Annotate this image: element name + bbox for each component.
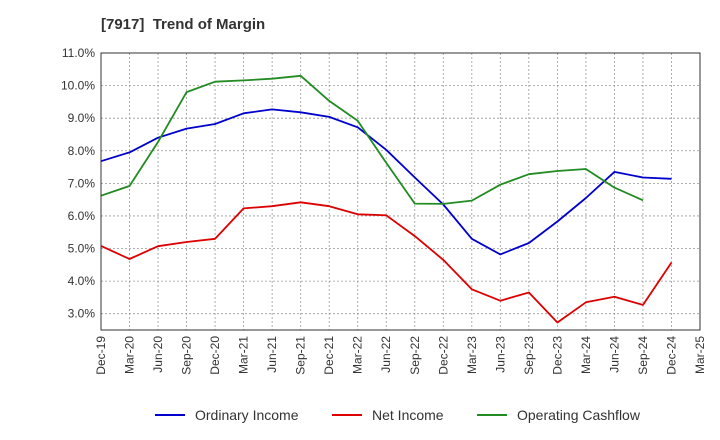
x-tick-label: Sep-21 [294, 336, 308, 375]
y-axis-tick-labels: 3.0% 4.0% 5.0% 6.0% 7.0% 8.0% 9.0% 10.0% 11.0% [61, 46, 95, 321]
y-tick-label: 10.0% [61, 79, 95, 93]
x-tick-label: Jun-21 [265, 336, 279, 373]
y-tick-label: 6.0% [68, 209, 96, 223]
plot-area-frame [100, 52, 701, 331]
series-line-operating-cashflow [100, 74, 644, 205]
y-tick-label: 5.0% [68, 242, 96, 256]
x-tick-label: Dec-23 [550, 336, 564, 375]
x-tick-label: Dec-21 [322, 336, 336, 375]
y-tick-label: 11.0% [62, 46, 95, 60]
x-tick-label: Mar-21 [237, 336, 251, 374]
grid-lines [100, 52, 701, 330]
x-tick-label: Dec-19 [94, 336, 108, 375]
x-tick-label: Jun-22 [379, 336, 393, 373]
y-tick-label: 3.0% [68, 307, 96, 321]
legend-label: Net Income [372, 407, 444, 423]
x-tick-label: Dec-24 [664, 336, 678, 375]
x-tick-label: Sep-20 [180, 336, 194, 375]
x-tick-label: Mar-24 [579, 336, 593, 374]
y-tick-label: 4.0% [68, 274, 96, 288]
x-tick-label: Jun-20 [151, 336, 165, 373]
y-tick-label: 8.0% [68, 144, 96, 158]
legend-label: Ordinary Income [195, 407, 299, 423]
chart-title: [7917] Trend of Margin [101, 16, 266, 33]
x-tick-label: Mar-23 [465, 336, 479, 374]
series-line-ordinary-income [100, 108, 672, 256]
y-tick-label: 7.0% [68, 176, 96, 190]
series-line-net-income [100, 201, 673, 324]
x-tick-label: Mar-25 [693, 336, 707, 374]
y-tick-label: 9.0% [68, 111, 96, 125]
x-tick-label: Jun-24 [607, 336, 621, 373]
x-tick-label: Dec-22 [436, 336, 450, 375]
x-tick-label: Mar-20 [123, 336, 137, 374]
x-tick-label: Jun-23 [493, 336, 507, 373]
legend: Ordinary Income Net Income Operating Cashf… [155, 407, 641, 423]
x-tick-label: Dec-20 [208, 336, 222, 375]
x-tick-label: Mar-22 [351, 336, 365, 374]
x-tick-label: Sep-23 [522, 336, 536, 375]
x-tick-label: Sep-24 [636, 336, 650, 375]
series-lines [100, 74, 673, 324]
legend-label: Operating Cashflow [517, 407, 641, 423]
x-tick-label: Sep-22 [408, 336, 422, 375]
x-axis-tick-labels: Dec-19 Mar-20 Jun-20 Sep-20 Dec-20 Mar-21 Jun-… [94, 336, 707, 375]
